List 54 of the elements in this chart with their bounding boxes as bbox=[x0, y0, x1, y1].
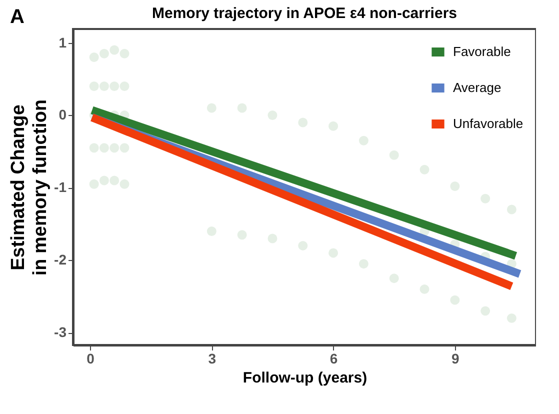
x-tick-label: 3 bbox=[208, 350, 216, 366]
point bbox=[358, 136, 368, 146]
point bbox=[89, 143, 99, 153]
point bbox=[480, 194, 490, 204]
y-tick-label: -3 bbox=[54, 324, 67, 340]
point bbox=[206, 103, 216, 113]
point bbox=[420, 164, 430, 174]
point bbox=[110, 176, 120, 186]
point bbox=[450, 295, 460, 305]
x-tick-label: 9 bbox=[452, 350, 460, 366]
point bbox=[268, 234, 278, 244]
point bbox=[480, 306, 490, 316]
point bbox=[298, 240, 308, 250]
legend-label: Favorable bbox=[453, 44, 511, 59]
point bbox=[110, 82, 120, 91]
point bbox=[420, 284, 430, 294]
x-axis-title: Follow-up (years) bbox=[242, 370, 368, 386]
point bbox=[389, 274, 399, 284]
text: A bbox=[10, 6, 24, 29]
point bbox=[120, 179, 130, 189]
chart-title: Memory trajectory in APOE ε4 non-carriers bbox=[152, 5, 457, 22]
point bbox=[506, 204, 516, 214]
legend-label: Unfavorable bbox=[453, 116, 524, 131]
point bbox=[89, 82, 99, 91]
point bbox=[328, 121, 338, 131]
point bbox=[110, 143, 120, 153]
point bbox=[328, 248, 338, 258]
point bbox=[298, 118, 308, 128]
point bbox=[99, 82, 109, 91]
point bbox=[206, 226, 216, 236]
x-tick-label: 6 bbox=[330, 350, 338, 366]
point bbox=[120, 143, 130, 153]
y-axis-title: Estimated Change in memory function bbox=[8, 99, 52, 276]
point bbox=[268, 110, 278, 120]
point bbox=[89, 52, 99, 62]
point bbox=[99, 176, 109, 186]
point bbox=[99, 143, 109, 153]
legend-label: Average bbox=[453, 80, 502, 95]
point bbox=[506, 313, 516, 323]
point bbox=[120, 48, 130, 58]
point bbox=[120, 82, 130, 91]
point bbox=[389, 150, 399, 160]
y-tick-label: 1 bbox=[58, 34, 67, 50]
x-tick-label: 0 bbox=[86, 350, 95, 366]
y-tick-label: -1 bbox=[54, 179, 67, 196]
point bbox=[99, 48, 109, 58]
point bbox=[358, 259, 368, 269]
y-tick-label: -2 bbox=[54, 252, 67, 268]
point bbox=[110, 45, 120, 55]
point bbox=[237, 103, 247, 113]
y-tick-label: 0 bbox=[58, 106, 67, 123]
point bbox=[450, 182, 460, 192]
point bbox=[237, 230, 247, 240]
point bbox=[89, 179, 99, 189]
